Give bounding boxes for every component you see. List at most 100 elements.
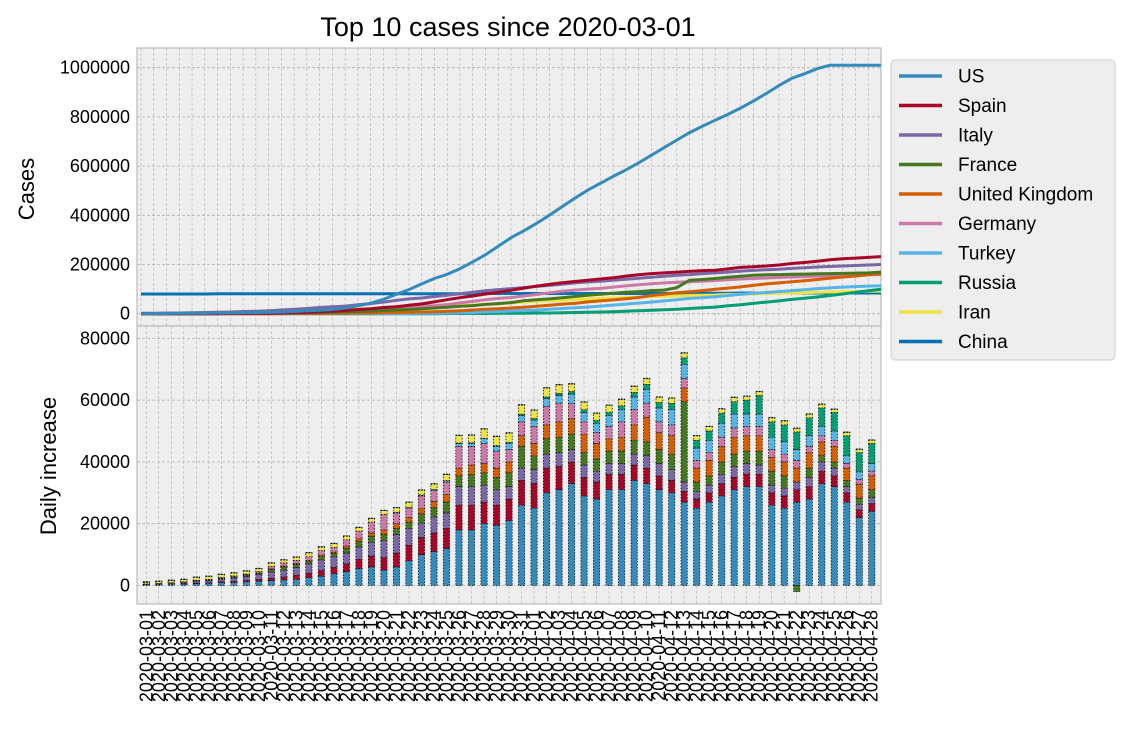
x-tick-label: 2020-03-16 [324,610,344,702]
bar-segment-spain [855,509,863,518]
legend-label: United Kingdom [958,185,1093,206]
bar-segment-china [630,385,638,387]
bar-segment-spain [467,504,475,531]
bar-segment-germany [718,436,726,447]
bar-segment-spain [818,470,826,484]
bar-segment-italy [605,463,613,475]
bar-segment-spain [630,464,638,481]
bar-segment-united-kingdom [630,424,638,441]
x-tick-label: 2020-04-25 [824,610,844,702]
x-tick-label: 2020-04-14 [687,610,707,702]
bar-segment-france [417,513,425,524]
bar-segment-iran [330,543,338,548]
bar-segment-iran [480,428,488,439]
bar-segment-china [743,395,751,397]
bar-segment-us [530,507,538,586]
bar-segment-germany [292,560,300,564]
legend: US Spain Italy France United Kingdom Germany T… [890,59,1116,361]
bar-segment-russia [830,412,838,432]
bar-segment-us [342,571,350,586]
bar-segment-china [267,562,275,564]
bar-segment-italy [693,490,701,500]
bar-segment-spain [593,481,601,500]
bar-segment-united-kingdom [618,436,626,452]
bar-segment-france [518,446,526,469]
bar-segment-france [467,473,475,488]
bar-segment-china [405,501,413,503]
legend-label: Spain [958,96,1007,117]
bar-segment-us [868,510,876,586]
bar-segment-us [467,529,475,586]
bar-segment-china [505,432,513,434]
bar-segment-china [342,535,350,537]
bar-segment-italy [830,467,838,477]
x-tick-label: 2020-04-22 [787,610,807,702]
bar-segment-china [568,383,576,385]
bar-segment-germany [730,427,738,438]
bar-segment-us [680,501,688,586]
bar-segment-united-kingdom [367,532,375,537]
bar-segment-france [405,521,413,529]
bar-segment-spain [743,473,751,488]
bar-segment-united-kingdom [455,467,463,477]
bar-segment-spain [643,467,651,484]
bar-segment-turkey [568,393,576,404]
bar-segment-germany [505,449,513,463]
bar-segment-united-kingdom [668,435,676,455]
bar-segment-germany [855,479,863,485]
daily-y-tick-label: 20000 [80,514,130,534]
bar-segment-china [205,575,213,577]
bar-segment-united-kingdom [555,421,563,438]
bar-segment-france [718,461,726,475]
bar-segment-united-kingdom [380,529,388,535]
bar-segment-spain [367,555,375,568]
bar-segment-italy [730,466,738,478]
bar-segment-turkey [868,463,876,472]
legend-label: Italy [958,126,993,147]
bar-segment-us [605,489,613,586]
bar-segment-spain [718,483,726,497]
bar-segment-us [442,548,450,586]
bar-segment-turkey [705,439,713,454]
bar-segment-turkey [630,396,638,410]
cases-y-tick-label: 800000 [70,107,130,127]
bar-segment-france [305,561,313,565]
bar-segment-us [593,498,601,586]
bar-segment-iran [630,385,638,393]
bar-segment-italy [367,541,375,557]
bar-segment-spain [655,475,663,491]
x-tick-label: 2020-04-28 [862,610,882,702]
x-tick-label: 2020-04-19 [749,610,769,702]
bar-segment-italy [705,484,713,494]
bar-segment-us [718,495,726,586]
bar-segment-italy [355,546,363,560]
bar-segment-united-kingdom [442,493,450,503]
bar-segment-us [292,578,300,586]
bar-segment-iran [530,409,538,419]
bar-segment-italy [305,563,313,574]
bar-segment-china [768,417,776,419]
bar-segment-iran [442,473,450,481]
x-tick-label: 2020-03-26 [449,610,469,702]
bar-segment-turkey [830,430,838,441]
bar-segment-spain [430,532,438,552]
bar-segment-us [405,560,413,586]
bar-segment-germany [442,481,450,495]
bar-segment-france [868,489,876,498]
bar-segment-us [543,492,551,586]
bar-segment-china [230,572,238,574]
bar-segment-china [718,408,726,410]
bar-segment-turkey [417,494,425,497]
legend-label: Iran [958,303,991,324]
bar-segment-turkey [855,471,863,480]
x-tick-label: 2020-04-08 [612,610,632,702]
bar-segment-china [442,473,450,475]
bar-segment-russia [680,357,688,365]
bar-segment-iran [505,432,513,443]
bar-segment-italy [668,469,676,481]
bar-segment-turkey [593,422,601,433]
bar-segment-italy [242,576,250,581]
bar-segment-turkey [392,511,400,514]
x-tick-label: 2020-03-31 [512,610,532,702]
bar-segment-turkey [680,364,688,379]
